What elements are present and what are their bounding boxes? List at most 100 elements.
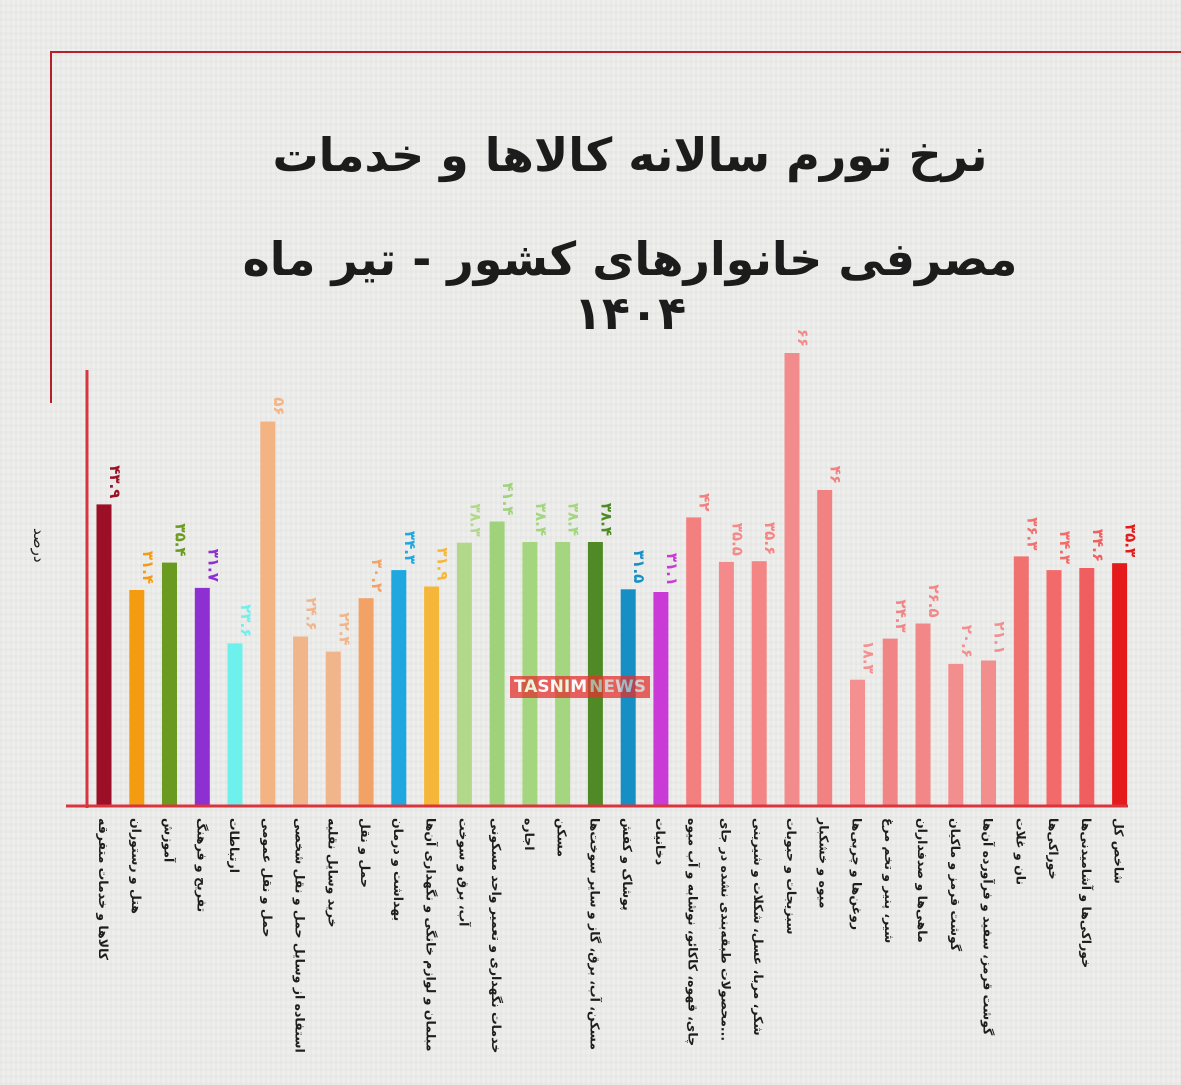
value-label: ۳۴.۳ [401,531,419,564]
category-label: خوراکی‌ها [1046,818,1061,880]
category-label: خدمات نگهداری و تعمیر واحد مسکونی [489,818,504,1053]
category-label: خرید وسایل نقلیه [325,818,340,928]
bar [96,504,112,805]
bar [555,542,571,805]
bar [489,521,505,805]
category-label: آموزش [162,818,177,863]
category-label: مسکن [555,818,570,857]
chart-title-line-2: مصرفی خانوارهای کشور - تیر ماه ۱۴۰۴ [242,232,1018,340]
bar [194,587,210,805]
value-label: ۳۱.۷ [204,549,222,582]
category-label: ماهی‌ها و صدفداران [915,818,930,943]
bar [686,517,702,805]
bar [391,570,407,805]
category-label: دخانیات [653,818,668,865]
category-label: تفریح و فرهنگ [194,818,209,912]
bar [784,353,800,805]
value-label: ۲۰.۶ [958,625,976,658]
value-label: ۳۸.۴ [565,503,583,536]
value-label: ۳۴.۶ [1089,529,1107,562]
watermark-suffix: NEWS [589,677,646,697]
bar [882,638,898,805]
category-label: کالاها و خدمات متفرقه [96,818,111,961]
category-label: شکر، مربا، عسل، شکلات و شیرینی [751,818,766,1036]
bar [522,542,538,805]
value-label: ۳۱.۵ [630,550,648,583]
watermark-brand: TASNIM [514,677,588,697]
decorative-frame-top [50,51,1181,53]
value-label: ۳۵.۶ [761,522,779,555]
category-label: میوه و خشکبار [817,817,832,909]
category-label: شاخص کل [1112,818,1127,884]
bar [129,590,145,805]
category-label: آب، برق و سوخت [456,818,471,927]
category-label: شیر، پنیر و تخم مرغ [882,818,897,943]
bar [293,636,309,805]
bar [1046,570,1062,805]
bar [915,623,931,805]
value-label: ۳۸.۴ [532,503,550,536]
category-label: پوشاک و کفش [620,818,635,911]
value-label: ۲۴.۶ [303,597,321,630]
bar [227,643,243,805]
value-label: ۲۶.۵ [925,584,943,617]
value-label: ۴۳.۹ [106,465,124,498]
value-label: ۲۳.۶ [237,604,255,637]
bar [587,542,603,805]
value-label: ۳۱.۱ [663,553,681,586]
value-label: ۳۶.۳ [1023,517,1041,550]
category-label: محصولات طبقه‌بندی نشده در جای... [718,818,733,1041]
watermark: TASNIM NEWS [510,676,650,698]
bar [1079,568,1095,805]
value-label: ۲۴.۳ [892,599,910,632]
bar [751,561,767,805]
chart-title-line-1: نرخ تورم سالانه کالاها و خدمات [272,128,988,182]
bar [456,542,472,805]
value-label: ۳۱.۴ [139,551,157,584]
value-label: ۴۶ [827,466,845,484]
category-label: بهداشت و درمان [391,818,406,921]
category-label: چای، قهوه، کاکائو، نوشابه و آب میوه [686,818,701,1046]
bar [162,562,177,805]
category-label: سبزیجات و حبوبات [784,818,799,935]
value-label: ۳۵.۳ [1122,524,1140,557]
bar [1112,563,1128,805]
value-label: ۳۵.۵ [728,523,746,556]
value-label: ۱۸.۳ [860,641,878,674]
category-label: روغن‌ها و چربی‌ها [850,818,865,930]
bar [817,490,833,805]
bar [424,586,440,805]
category-label: گوشت قرمز و ماکیان [948,818,963,952]
value-label: ۵۶ [270,397,288,415]
category-label: گوشت قرمز، سفید و فرآورده آن‌ها [981,818,996,1036]
value-label: ۳۸.۳ [466,504,484,537]
value-label: ۲۱.۱ [991,621,1009,654]
value-label: ۴۲ [696,493,714,511]
value-label: ۳۵.۴ [172,523,190,556]
category-label: استفاده از وسایل حمل و نقل شخصی [293,818,308,1053]
decorative-frame-left [50,51,52,403]
bar [653,592,669,805]
value-label: ۴۱.۴ [499,482,517,515]
bar [1013,556,1029,805]
category-label: خوراکی‌ها و آشامیدنی‌ها [1079,818,1094,968]
value-label: ۶۶ [794,329,812,347]
bar [948,663,964,805]
bar [325,651,341,805]
category-label: نان و غلات [1013,818,1028,885]
value-label: ۳۱.۹ [434,547,452,580]
category-label: هتل و رستوران [129,818,144,914]
bar [981,660,996,805]
bar [358,598,374,805]
category-label: حمل و نقل عمومی [260,818,275,937]
value-label: ۳۴.۳ [1056,531,1074,564]
bar [260,421,276,805]
bar [850,679,865,805]
category-label: مبلمان و لوازم خانگی و نگهداری آن‌ها [423,818,439,1052]
category-label: حمل و نقل [358,818,373,888]
value-label: ۲۲.۴ [335,612,353,645]
category-label: اجاره [522,818,537,851]
value-label: ۳۸.۴ [597,503,615,536]
category-label: مسکن، آب، برق، گاز و سایر سوخت‌ها [587,818,602,1050]
category-label: ارتباطات [227,818,242,873]
